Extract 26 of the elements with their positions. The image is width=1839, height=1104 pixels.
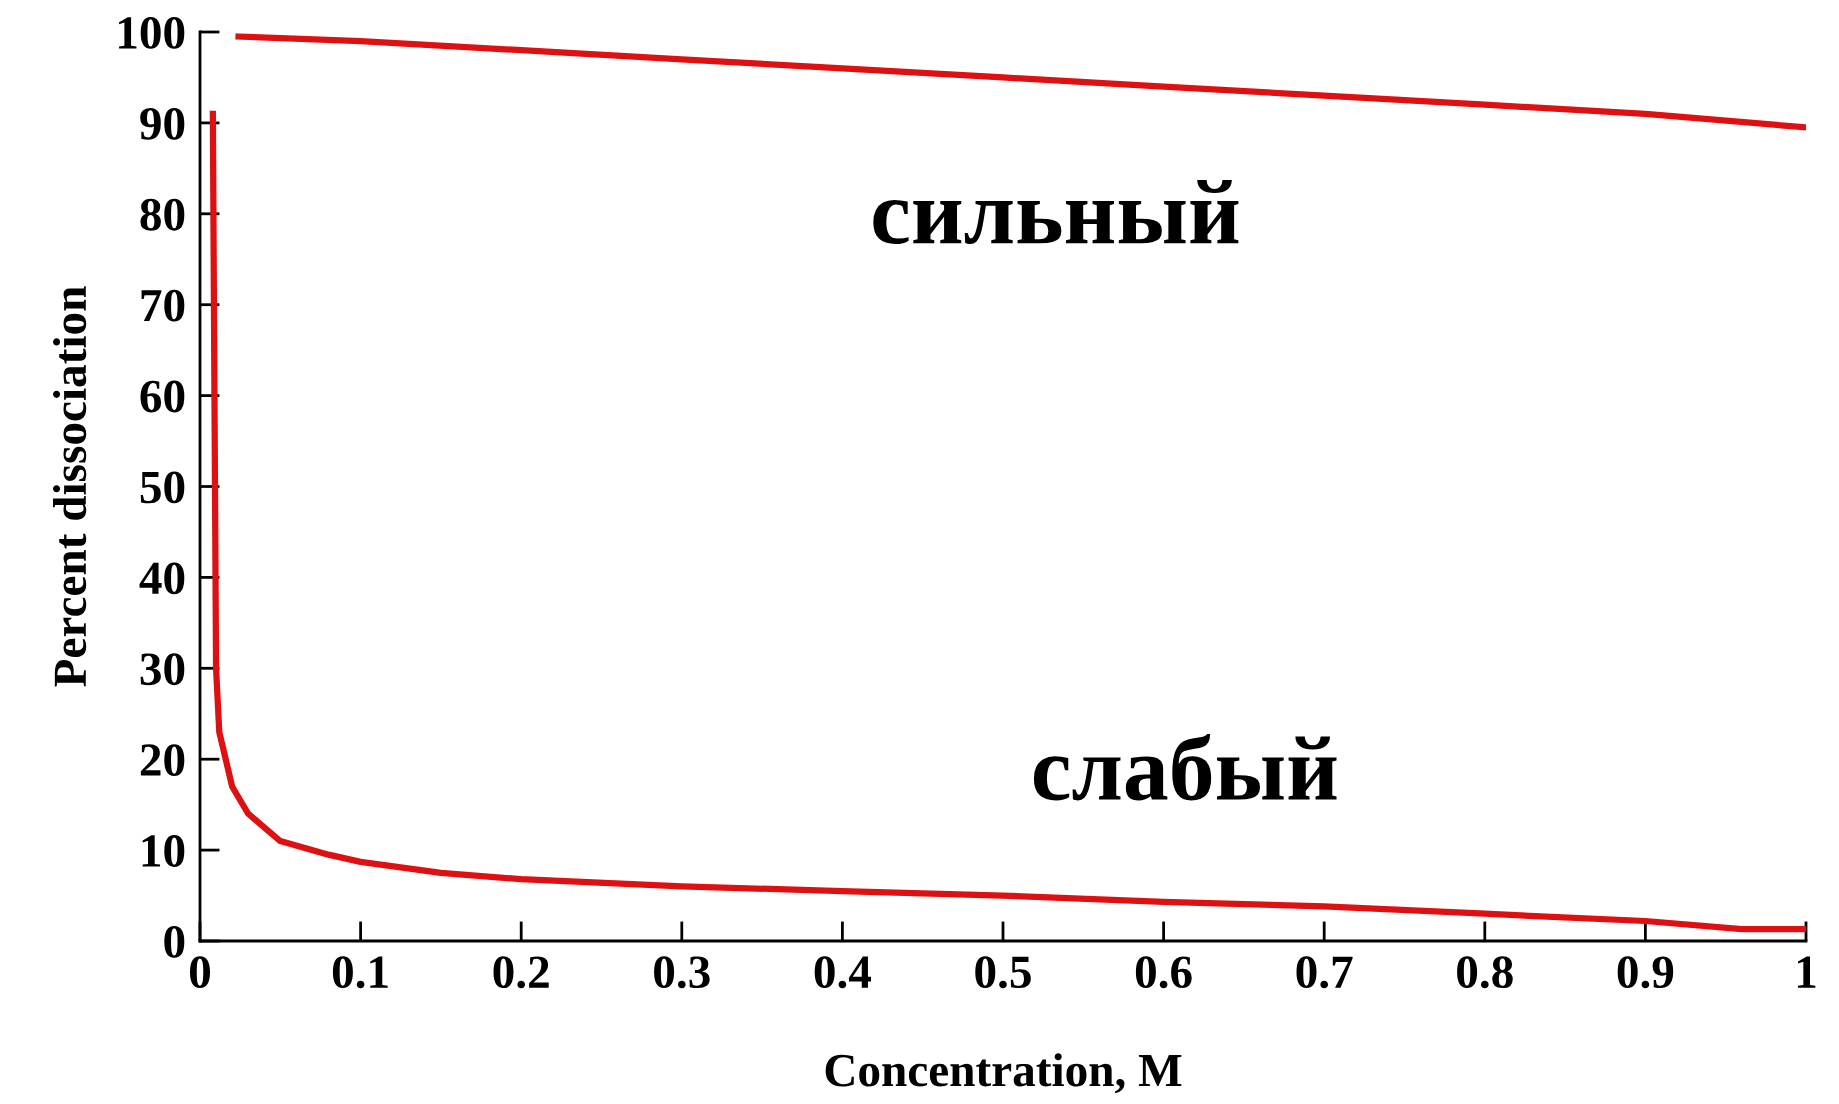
y-tick-label: 60 (140, 380, 185, 413)
x-tick-label: 0.7 (1296, 956, 1353, 989)
y-tick-label: 50 (140, 471, 185, 504)
x-tick-label: 0.2 (493, 956, 549, 989)
x-tick-label: 0.9 (1617, 956, 1674, 989)
x-axis-title: Concentration, M (825, 1053, 1182, 1094)
x-tick-label: 0.8 (1457, 956, 1513, 989)
y-tick-label: 80 (140, 198, 185, 231)
x-tick-label: 0.1 (332, 956, 388, 989)
y-tick-label: 90 (140, 107, 185, 140)
y-tick-label: 20 (140, 744, 185, 777)
y-tick-label: 10 (142, 835, 185, 867)
x-tick-label: 0 (189, 956, 211, 989)
y-tick-label: 30 (140, 653, 185, 686)
x-tick-label: 0.5 (975, 956, 1031, 989)
y-tick-label: 100 (119, 16, 185, 49)
series-label: слабый (1033, 733, 1337, 801)
series-label: сильный (873, 180, 1239, 245)
x-tick-label: 0.4 (814, 956, 872, 989)
x-tick-label: 0.6 (1135, 956, 1192, 989)
y-axis-title: Percent dissociation (53, 286, 87, 687)
x-tick-label: 1 (1797, 956, 1816, 988)
y-tick-label: 70 (141, 289, 185, 322)
x-tick-label: 0.3 (654, 956, 710, 989)
y-tick-label: 40 (139, 562, 185, 595)
y-tick-label: 0 (164, 925, 185, 958)
